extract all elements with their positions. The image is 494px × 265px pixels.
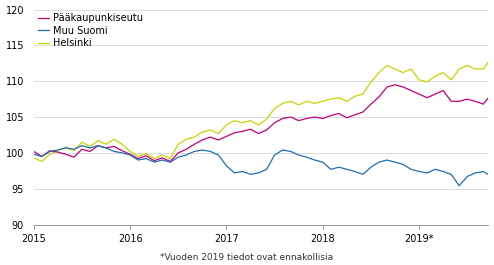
Helsinki [456,67,462,70]
Pääkaupunkiseutu [456,100,462,103]
Pääkaupunkiseutu [167,160,173,163]
Helsinki [296,103,302,107]
Helsinki [151,157,157,160]
Helsinki [328,98,334,101]
Muu Suomi [151,161,157,164]
Line: Pääkaupunkiseutu: Pääkaupunkiseutu [34,74,494,161]
Pääkaupunkiseutu [207,135,213,139]
Pääkaupunkiseutu [127,153,133,156]
Muu Suomi [135,158,141,162]
Muu Suomi [464,175,470,178]
Muu Suomi [328,168,334,171]
Muu Suomi [296,153,302,157]
Helsinki [135,155,141,158]
Muu Suomi [79,144,85,147]
Legend: Pääkaupunkiseutu, Muu Suomi, Helsinki: Pääkaupunkiseutu, Muu Suomi, Helsinki [37,12,144,49]
Muu Suomi [207,150,213,153]
Pääkaupunkiseutu [143,154,149,157]
Helsinki [39,160,45,163]
Helsinki [31,156,37,160]
Muu Suomi [31,153,37,156]
Pääkaupunkiseutu [328,114,334,117]
Text: *Vuoden 2019 tiedot ovat ennakollisia: *Vuoden 2019 tiedot ovat ennakollisia [161,253,333,262]
Pääkaupunkiseutu [31,150,37,153]
Line: Muu Suomi: Muu Suomi [34,146,494,186]
Helsinki [207,128,213,131]
Muu Suomi [456,184,462,187]
Line: Helsinki: Helsinki [34,44,494,161]
Pääkaupunkiseutu [296,119,302,122]
